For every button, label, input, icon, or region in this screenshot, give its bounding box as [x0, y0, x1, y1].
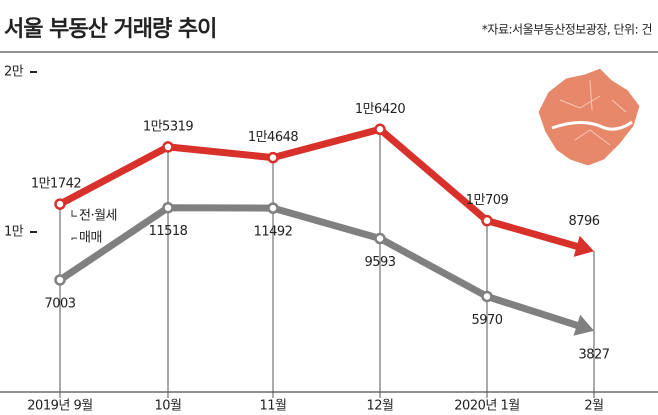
x-tick-label: 2019년 9월: [27, 399, 92, 414]
map-districts: [559, 79, 627, 146]
data-label: 11492: [254, 225, 293, 240]
data-label: 1만4648: [248, 130, 299, 145]
x-tick-label: 11월: [259, 399, 286, 414]
point: [267, 202, 279, 214]
y-tick-label: 1만: [4, 225, 24, 240]
data-label: 1만709: [466, 193, 509, 208]
seoul-map: [537, 67, 641, 167]
point: [374, 232, 386, 245]
point: [54, 198, 66, 210]
data-label: 5970: [471, 313, 502, 328]
chart-title: 서울 부동산 거래량 추이: [4, 17, 216, 42]
legend-label: 매매: [79, 231, 102, 246]
y-tick-label: 2만: [4, 65, 24, 80]
data-label: 1만6420: [355, 102, 406, 117]
series-line: [58, 125, 582, 251]
legend-bracket: [71, 237, 77, 240]
arrow-head: [573, 314, 594, 336]
point: [374, 123, 386, 136]
data-label: 3827: [578, 347, 609, 362]
point: [481, 290, 493, 303]
data-label: 8796: [568, 214, 599, 229]
source-note: *자료:서울부동산정보광장, 단위: 건: [482, 23, 652, 37]
legend-bracket: [71, 210, 77, 217]
map-river: [551, 120, 633, 131]
series-line: [58, 204, 582, 330]
data-label: 11518: [149, 224, 188, 239]
arrow-head: [573, 235, 594, 257]
point: [481, 214, 493, 227]
data-label: 7003: [44, 296, 75, 311]
x-tick-label: 2020년 1월: [454, 399, 519, 414]
point: [54, 274, 66, 286]
data-label: 1만1742: [31, 177, 81, 192]
data-label: 1만5319: [143, 119, 194, 134]
data-label: 9593: [364, 255, 395, 270]
x-tick-label: 12월: [366, 399, 393, 414]
point: [162, 141, 174, 153]
point: [162, 201, 174, 214]
x-tick-label: 2월: [584, 399, 603, 414]
legend-label: 전·월세: [79, 209, 117, 224]
point: [267, 151, 279, 164]
x-tick-label: 10월: [154, 399, 181, 414]
